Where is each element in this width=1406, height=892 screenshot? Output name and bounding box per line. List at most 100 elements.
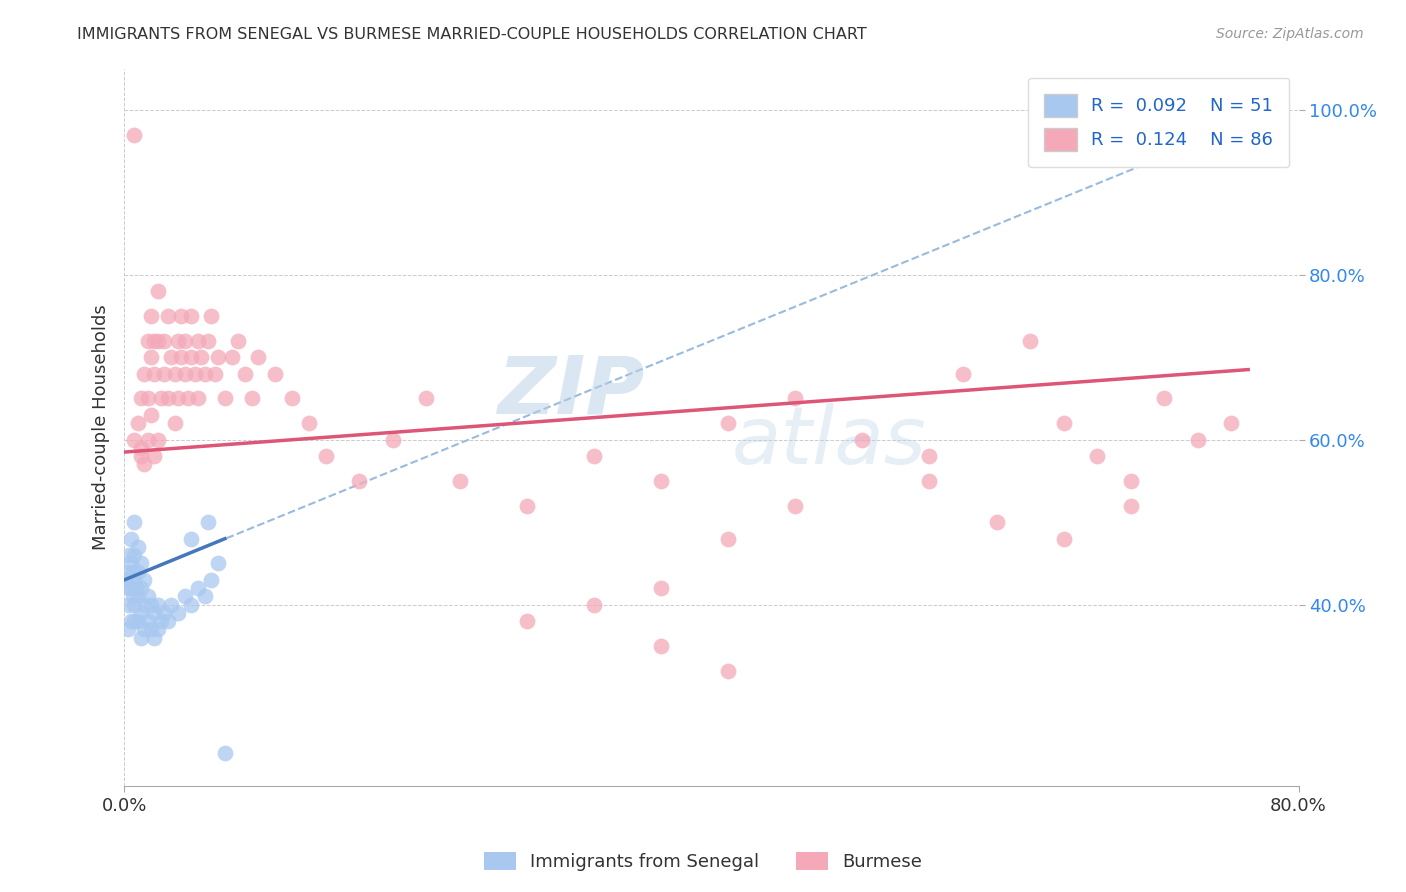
Point [139, 408, 162, 422]
Point [1187, 433, 1209, 447]
Point [173, 334, 195, 348]
Point [136, 590, 159, 604]
Point [136, 433, 159, 447]
Point [717, 664, 740, 678]
Point [163, 416, 186, 430]
Point [187, 392, 209, 406]
Point [124, 515, 146, 529]
Point [1085, 449, 1108, 463]
Point [516, 614, 538, 628]
Point [124, 598, 146, 612]
Point [156, 614, 179, 628]
Point [183, 367, 205, 381]
Point [516, 499, 538, 513]
Point [240, 392, 263, 406]
Point [124, 548, 146, 562]
Point [150, 392, 173, 406]
Point [118, 548, 141, 562]
Point [247, 350, 270, 364]
Point [197, 334, 219, 348]
Point [187, 581, 209, 595]
Point [347, 474, 370, 488]
Point [200, 573, 222, 587]
Point [167, 392, 190, 406]
Point [127, 416, 149, 430]
Point [129, 449, 152, 463]
Point [170, 350, 193, 364]
Point [121, 565, 143, 579]
Point [851, 433, 873, 447]
Point [650, 474, 672, 488]
Point [127, 614, 149, 628]
Point [118, 581, 141, 595]
Point [264, 367, 287, 381]
Point [785, 499, 807, 513]
Point [1220, 416, 1243, 430]
Point [139, 350, 162, 364]
Point [136, 614, 159, 628]
Point [163, 367, 186, 381]
Point [139, 623, 162, 637]
Text: atlas: atlas [731, 402, 927, 481]
Point [120, 532, 142, 546]
Point [129, 441, 152, 455]
Point [180, 532, 202, 546]
Point [717, 416, 740, 430]
Point [146, 433, 169, 447]
Point [177, 392, 200, 406]
Point [167, 334, 190, 348]
Point [160, 598, 183, 612]
Point [146, 598, 169, 612]
Point [117, 565, 139, 579]
Point [129, 557, 152, 571]
Point [952, 367, 974, 381]
Point [582, 449, 605, 463]
Point [197, 515, 219, 529]
Point [298, 416, 321, 430]
Point [120, 581, 142, 595]
Point [415, 392, 437, 406]
Point [156, 309, 179, 323]
Point [115, 573, 138, 587]
Point [156, 392, 179, 406]
Point [1119, 499, 1142, 513]
Point [127, 590, 149, 604]
Point [180, 309, 202, 323]
Point [986, 515, 1008, 529]
Point [785, 392, 807, 406]
Point [143, 631, 166, 645]
Point [190, 350, 212, 364]
Point [139, 598, 162, 612]
Point [146, 334, 169, 348]
Point [233, 367, 256, 381]
Point [129, 631, 152, 645]
Point [180, 598, 202, 612]
Point [136, 334, 159, 348]
Point [120, 557, 142, 571]
Point [125, 581, 148, 595]
Point [134, 623, 156, 637]
Point [1019, 334, 1042, 348]
Point [180, 350, 202, 364]
Point [124, 614, 146, 628]
Point [153, 606, 176, 620]
Point [207, 557, 229, 571]
Point [127, 565, 149, 579]
Point [226, 334, 249, 348]
Point [120, 614, 142, 628]
Point [194, 590, 217, 604]
Point [167, 606, 190, 620]
Point [173, 590, 195, 604]
Point [150, 614, 173, 628]
Point [124, 573, 146, 587]
Point [207, 350, 229, 364]
Point [1053, 416, 1076, 430]
Point [129, 581, 152, 595]
Point [194, 367, 217, 381]
Point [153, 367, 176, 381]
Point [134, 458, 156, 472]
Point [136, 392, 159, 406]
Point [134, 598, 156, 612]
Point [1053, 532, 1076, 546]
Point [381, 433, 404, 447]
